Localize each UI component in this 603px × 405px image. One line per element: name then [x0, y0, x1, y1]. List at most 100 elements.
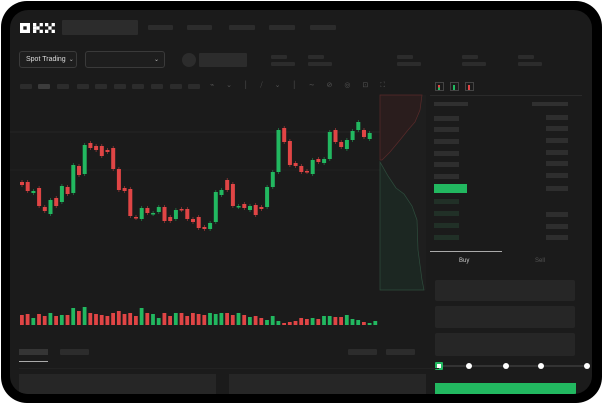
stat-label [518, 55, 534, 59]
candle [196, 217, 201, 228]
volume-bar [270, 316, 275, 325]
timeframe-button[interactable] [132, 84, 144, 89]
timeframe-button[interactable] [170, 84, 182, 89]
candle [54, 198, 59, 206]
volume-bar [236, 313, 241, 325]
bid-price [434, 235, 459, 240]
filter-button[interactable] [386, 349, 415, 355]
candle [122, 188, 127, 191]
tab-sell[interactable]: Sell [535, 258, 546, 264]
timeframe-button[interactable] [38, 84, 50, 89]
volume-bar [367, 323, 372, 325]
orderbook-bids-icon[interactable] [450, 82, 459, 91]
volume-bar [156, 318, 161, 325]
bottom-divider [19, 368, 439, 369]
volume-bar [213, 314, 218, 325]
slider-step[interactable] [584, 363, 590, 369]
volume-bar [82, 307, 87, 325]
stat-value [397, 62, 421, 66]
ask-amount [546, 138, 568, 143]
nav-item-5[interactable] [310, 25, 336, 30]
candle [185, 209, 190, 219]
candle [156, 207, 161, 212]
candle [128, 189, 133, 216]
volume-bar [71, 308, 76, 325]
volume-bar [225, 313, 229, 325]
candle [270, 172, 275, 187]
orderbook-asks-icon[interactable] [465, 82, 474, 91]
tab-buy[interactable]: Buy [459, 258, 470, 264]
bid-amount [546, 235, 568, 240]
candle [350, 131, 355, 140]
timeframe-button[interactable] [114, 84, 126, 89]
candle [236, 206, 241, 208]
nav-item-4[interactable] [269, 25, 295, 30]
candle [202, 227, 207, 229]
pair-select[interactable]: ⌄ [85, 51, 165, 68]
candle [287, 141, 292, 165]
amount-input[interactable] [435, 306, 575, 328]
candle [111, 148, 116, 169]
bid-amount [546, 212, 568, 217]
nav-item-3[interactable] [229, 25, 255, 30]
timeframe-button[interactable] [95, 84, 107, 89]
volume-bar [162, 313, 167, 325]
price-input[interactable] [435, 280, 575, 301]
candle [20, 182, 24, 185]
candle [139, 208, 144, 219]
slider-track[interactable] [438, 365, 588, 367]
timeframe-button[interactable] [20, 84, 32, 89]
timeframe-button[interactable] [77, 84, 89, 89]
timeframe-button[interactable] [57, 84, 69, 89]
total-input[interactable] [435, 333, 575, 356]
nav-item-1[interactable] [148, 25, 173, 30]
timeframe-button[interactable] [188, 84, 200, 89]
slider-step[interactable] [503, 363, 509, 369]
tab-open-orders[interactable] [19, 349, 48, 355]
volume-bar [105, 316, 110, 325]
volume-bar [77, 311, 81, 325]
candle [327, 132, 332, 159]
buy-button[interactable] [435, 383, 576, 394]
slider-step[interactable] [466, 363, 472, 369]
volume-bar [179, 313, 184, 325]
candle [316, 159, 321, 162]
last-price [434, 184, 467, 193]
volume-bar [208, 313, 212, 325]
candle [77, 166, 81, 175]
candle [253, 205, 258, 215]
slider-handle[interactable] [435, 362, 443, 370]
candle [191, 219, 195, 222]
volume-bar [111, 313, 115, 325]
volume-bar [327, 316, 332, 325]
search-bar[interactable] [62, 20, 138, 35]
orderbook-header-amount [532, 102, 568, 106]
indicator-icons[interactable]: ⌁ ⌄ │ ⧸ ⌄ │ ∼ ⊘ ◎ ⊡ ⛶ [210, 82, 391, 89]
timeframe-button[interactable] [151, 84, 163, 89]
stat-value [271, 62, 295, 66]
volume-bar [344, 315, 349, 325]
orderbook-both-icon[interactable] [435, 82, 444, 91]
buy-tab-underline [430, 251, 502, 252]
volume-bar [305, 319, 309, 325]
depth-asks-area [379, 94, 423, 161]
volume-bar [168, 316, 172, 325]
okx-logo[interactable] [20, 22, 56, 34]
chevron-down-icon: ⌄ [153, 56, 159, 63]
volume-bar [265, 320, 269, 325]
nav-item-2[interactable] [187, 25, 212, 30]
tab-order-history[interactable] [60, 349, 89, 355]
slider-step[interactable] [538, 363, 544, 369]
volume-bar [322, 316, 326, 325]
candle [344, 140, 349, 149]
volume-bar [185, 316, 190, 325]
volume-bar [287, 322, 292, 325]
volume-bar [88, 313, 93, 325]
volume-bar [242, 315, 247, 325]
candle [310, 160, 315, 174]
volume-bar [373, 321, 378, 325]
filter-button[interactable] [348, 349, 377, 355]
market-select[interactable]: Spot Trading ⌄ [19, 51, 77, 68]
volume-bar [196, 314, 201, 325]
candlestick-chart[interactable] [10, 10, 592, 394]
